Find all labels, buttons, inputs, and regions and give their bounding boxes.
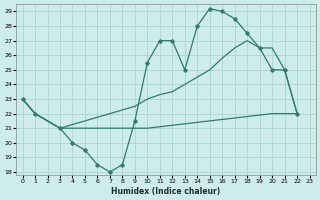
X-axis label: Humidex (Indice chaleur): Humidex (Indice chaleur) (111, 187, 221, 196)
